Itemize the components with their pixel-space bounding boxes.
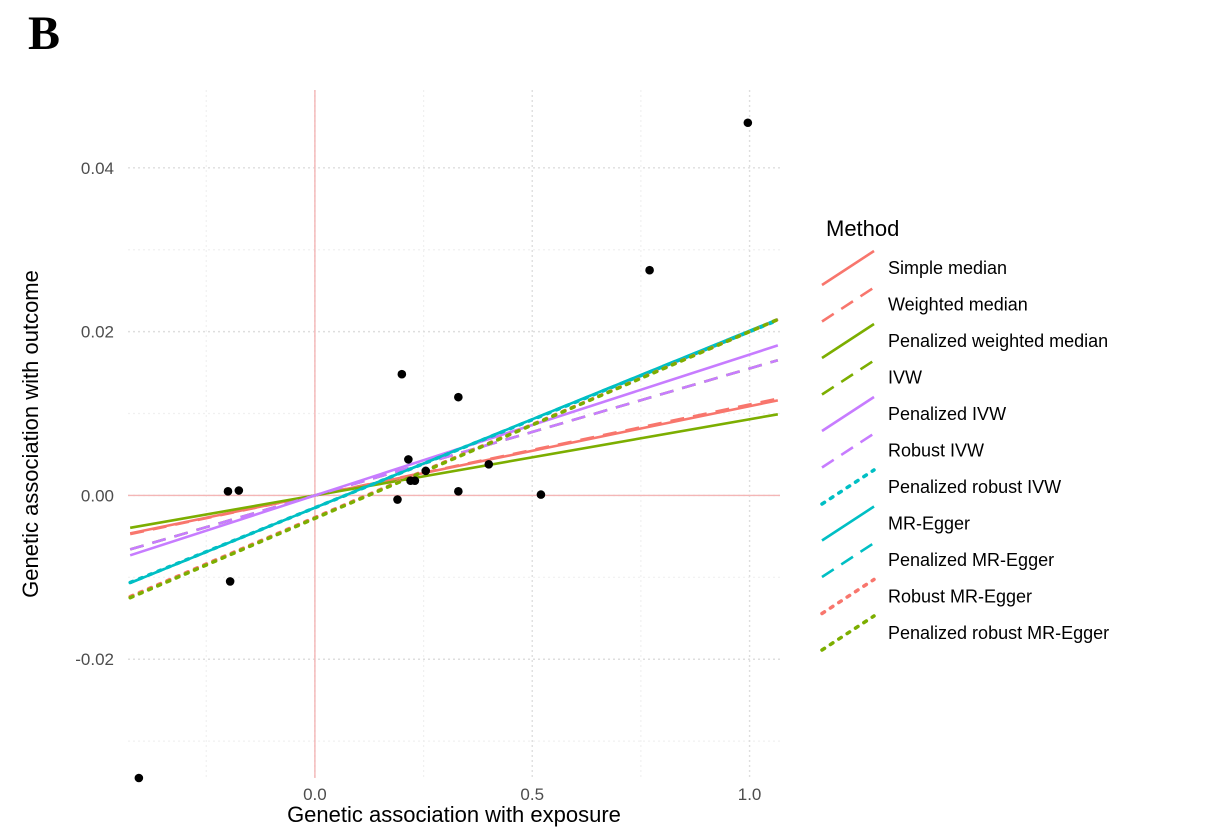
legend-label: Weighted median	[888, 295, 1028, 315]
legend-label: Robust MR-Egger	[888, 587, 1032, 607]
legend-title: Method	[826, 216, 899, 241]
y-tick-label: 0.00	[81, 486, 114, 505]
legend: Method Simple median Weighted median Penal…	[820, 216, 1109, 652]
fit-line-penalized-weighted-median	[129, 413, 779, 530]
data-point	[234, 486, 244, 495]
data-point	[410, 476, 420, 485]
legend-label: Simple median	[888, 258, 1007, 278]
legend-key-mr-egger	[821, 505, 875, 542]
legend-key-ivw	[821, 359, 875, 396]
legend-key-simple-median	[821, 249, 875, 287]
fit-line-penalized-mr-egger	[129, 318, 779, 585]
x-tick-label: 0.5	[520, 785, 544, 804]
y-axis-title: Genetic association with outcome	[18, 270, 43, 598]
legend-label: MR-Egger	[888, 514, 970, 534]
legend-key-robust-mr-egger	[820, 577, 876, 616]
legend-label: Penalized weighted median	[888, 331, 1108, 351]
data-point	[223, 487, 233, 496]
tick-labels: 0.0 0.5 1.0 0.04 0.02 0.00 -0.02	[75, 159, 761, 804]
legend-key-weighted-median	[821, 286, 875, 323]
legend-label: Penalized MR-Egger	[888, 550, 1054, 570]
fit-line-weighted-median	[129, 397, 779, 536]
panel-label: B	[28, 7, 61, 60]
legend-key-penalized-robust-ivw	[820, 468, 876, 506]
data-point	[404, 455, 413, 464]
data-point	[393, 495, 402, 504]
legend-label: IVW	[888, 368, 922, 388]
data-point	[536, 490, 546, 499]
legend-key-penalized-ivw	[821, 395, 875, 433]
y-tick-label: -0.02	[75, 650, 114, 669]
legend-label: Penalized robust IVW	[888, 477, 1061, 497]
fit-lines	[128, 317, 780, 600]
reference-lines	[128, 90, 780, 778]
data-point	[454, 487, 463, 496]
x-tick-label: 1.0	[738, 785, 762, 804]
data-point	[484, 460, 494, 469]
legend-label: Penalized robust MR-Egger	[888, 623, 1109, 643]
data-points	[134, 118, 753, 783]
data-point	[743, 118, 753, 128]
data-point	[134, 773, 144, 783]
x-axis-title: Genetic association with exposure	[287, 802, 621, 827]
y-tick-label: 0.04	[81, 159, 114, 178]
legend-label: Penalized IVW	[888, 404, 1006, 424]
fit-line-penalized-robust-mr-egger	[128, 317, 780, 600]
legend-key-penalized-weighted-median	[821, 322, 875, 360]
data-point	[225, 577, 235, 586]
x-tick-label: 0.0	[303, 785, 327, 804]
grid	[128, 90, 780, 778]
data-point	[645, 265, 654, 275]
data-point	[397, 369, 407, 379]
fit-line-robust-ivw	[129, 358, 779, 551]
data-point	[454, 392, 463, 402]
legend-key-penalized-mr-egger	[821, 541, 875, 579]
legend-key-penalized-robust-mr-egger	[820, 614, 876, 652]
legend-label: Robust IVW	[888, 441, 984, 461]
legend-key-robust-ivw	[821, 432, 875, 469]
y-tick-label: 0.02	[81, 323, 114, 342]
data-point	[421, 466, 431, 476]
